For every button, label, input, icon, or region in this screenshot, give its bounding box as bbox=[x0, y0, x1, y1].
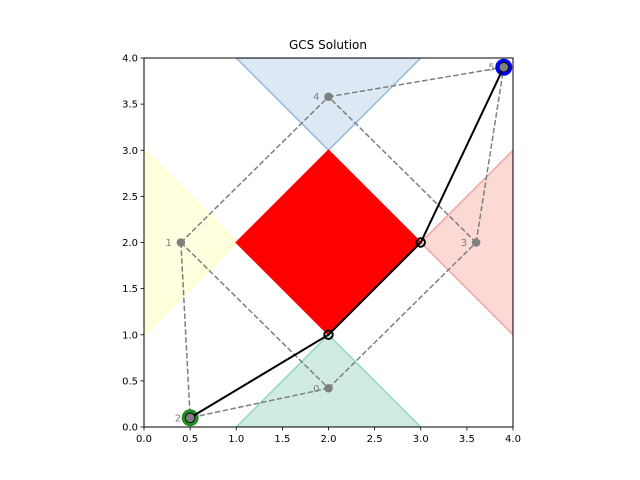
graph-edges-layer bbox=[180, 66, 505, 419]
solution-vertex-2 bbox=[415, 237, 426, 248]
y-tick-label: 1.0 bbox=[122, 330, 138, 341]
graph-node-label-2: 2 bbox=[175, 413, 181, 424]
region-top bbox=[235, 58, 422, 152]
chart-title: GCS Solution bbox=[289, 38, 367, 52]
x-tick-label: 2.5 bbox=[367, 434, 383, 445]
x-tick-label: 1.0 bbox=[228, 434, 244, 445]
x-tick-label: 4.0 bbox=[505, 434, 521, 445]
x-tick-label: 0.5 bbox=[182, 434, 198, 445]
solution-path-line bbox=[189, 66, 505, 419]
y-tick-label: 0.0 bbox=[122, 423, 138, 434]
graph-node-label-5: 5 bbox=[488, 63, 494, 74]
graph-node-label-1: 1 bbox=[166, 238, 172, 249]
y-tick-label: 0.5 bbox=[122, 376, 138, 387]
graph-node-1 bbox=[176, 238, 186, 247]
graph-node-4 bbox=[324, 92, 333, 102]
y-tick-label: 2.5 bbox=[122, 192, 138, 203]
graph-edge-4-5 bbox=[328, 66, 504, 98]
solution-vertex-1 bbox=[323, 329, 334, 340]
graph-edge-0-3 bbox=[327, 241, 477, 389]
graph-node-2 bbox=[185, 413, 195, 423]
graph-node-label-0: 0 bbox=[313, 384, 319, 395]
graph-node-label-3: 3 bbox=[461, 238, 467, 249]
x-tick-label: 0.0 bbox=[136, 434, 152, 445]
graph-edge-3-4 bbox=[327, 96, 477, 244]
graph-edge-1-0 bbox=[180, 241, 330, 389]
x-tick-label: 3.0 bbox=[413, 434, 429, 445]
regions-layer bbox=[144, 58, 513, 427]
axes-layer: 0.0 0.5 1.0 1.5 2.0 2.5 3.0 3.5 4.0 0.0 0.5 1.0 1.5 2… bbox=[122, 54, 521, 446]
graph-node-3 bbox=[471, 238, 481, 247]
graph-edge-1-4 bbox=[180, 96, 330, 244]
y-tick-label: 2.0 bbox=[122, 238, 138, 249]
x-tick-label: 3.5 bbox=[459, 434, 475, 445]
graph-edge-1-2 bbox=[180, 242, 191, 418]
y-tick-label: 3.0 bbox=[122, 146, 138, 157]
region-right bbox=[419, 149, 513, 336]
region-left bbox=[144, 149, 238, 336]
y-tick-label: 3.5 bbox=[122, 100, 138, 111]
y-tick-label: 1.5 bbox=[122, 284, 138, 295]
graph-node-0 bbox=[324, 383, 333, 393]
graph-nodes-layer: 0 1 2 3 4 5 bbox=[166, 62, 509, 424]
x-tick-label: 1.5 bbox=[274, 434, 290, 445]
y-tick-label: 4.0 bbox=[122, 54, 138, 65]
graph-node-5 bbox=[499, 62, 509, 72]
obstacle-center bbox=[235, 149, 422, 336]
graph-edge-3-5 bbox=[475, 67, 505, 243]
region-bottom bbox=[235, 333, 422, 427]
x-tick-label: 2.0 bbox=[321, 434, 337, 445]
graph-node-label-4: 4 bbox=[313, 92, 319, 103]
